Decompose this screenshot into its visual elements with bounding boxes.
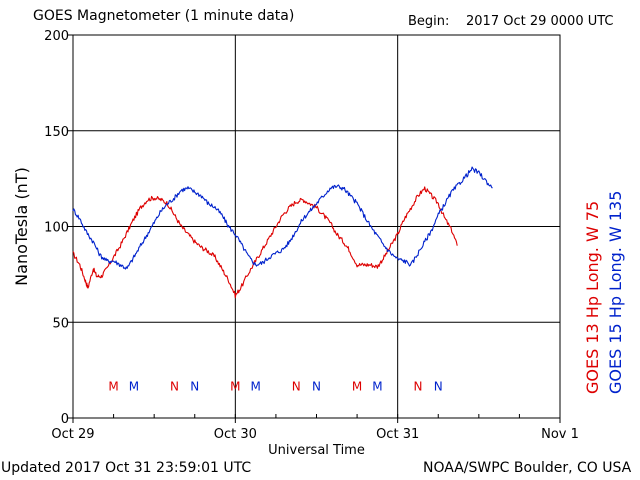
x-tick-label: Oct 30 <box>214 427 257 442</box>
y-tick-label: 150 <box>44 125 69 140</box>
chart-title: GOES Magnetometer (1 minute data) <box>33 8 295 24</box>
noon-marker: N <box>312 379 321 393</box>
footer-updated: Updated 2017 Oct 31 23:59:01 UTC <box>1 460 252 476</box>
y-tick-label: 100 <box>44 221 69 236</box>
x-tick-label: Oct 29 <box>51 427 94 442</box>
midnight-marker: M <box>372 379 382 393</box>
y-tick-label: 50 <box>52 316 69 331</box>
series-line-goes13 <box>72 186 458 299</box>
begin-label: Begin: <box>408 14 450 29</box>
midnight-marker: M <box>230 379 240 393</box>
x-tick-label: Nov 1 <box>541 427 579 442</box>
midnight-marker: M <box>352 379 362 393</box>
y-tick-label: 0 <box>61 412 69 427</box>
noon-marker: N <box>292 379 301 393</box>
x-tick-label: Oct 31 <box>376 427 419 442</box>
noon-marker: N <box>190 379 199 393</box>
y-axis-label: NanoTesla (nT) <box>12 167 31 286</box>
noon-marker: N <box>170 379 179 393</box>
series-line-goes15 <box>72 166 493 270</box>
noon-marker: N <box>434 379 443 393</box>
midnight-marker: M <box>129 379 139 393</box>
begin-value: 2017 Oct 29 0000 UTC <box>466 14 614 29</box>
legend-goes15: GOES 15 Hp Long. W 135 <box>606 191 625 394</box>
midnight-marker: M <box>250 379 260 393</box>
x-axis-label: Universal Time <box>268 443 365 458</box>
legend-goes13: GOES 13 Hp Long. W 75 <box>583 201 602 394</box>
midnight-marker: M <box>108 379 118 393</box>
noon-marker: N <box>413 379 422 393</box>
y-tick-label: 200 <box>44 29 69 44</box>
footer-source: NOAA/SWPC Boulder, CO USA <box>423 460 632 476</box>
